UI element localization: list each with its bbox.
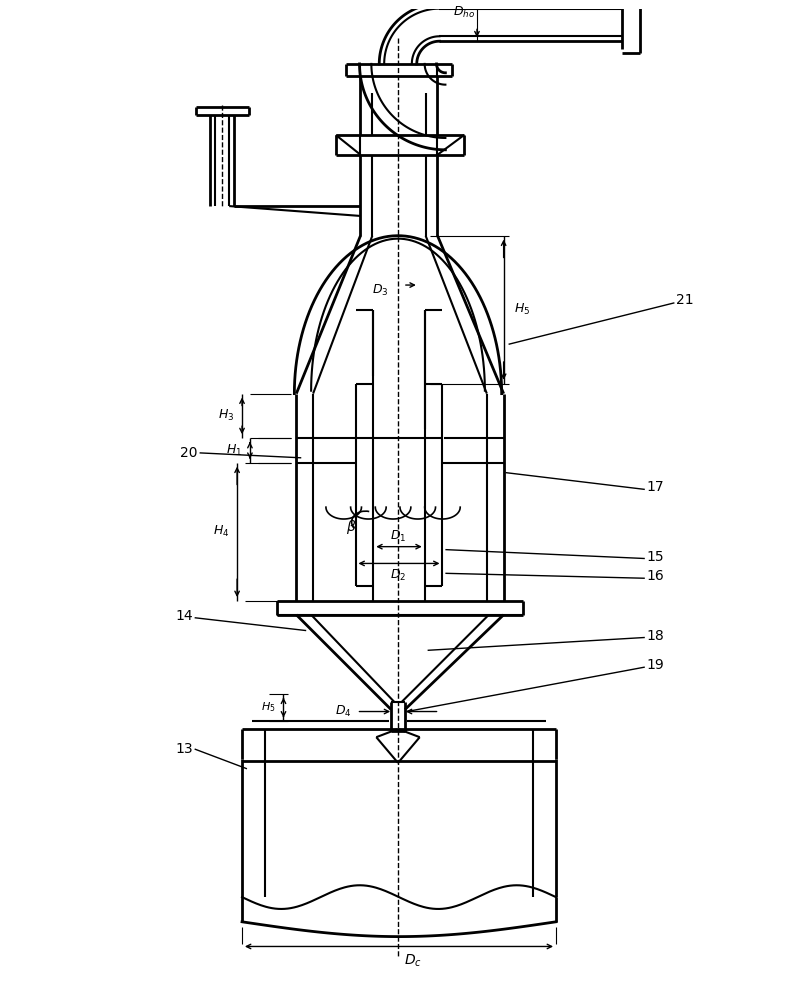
Text: $D_c$: $D_c$ [404, 953, 422, 969]
Text: 21: 21 [677, 293, 694, 307]
Text: $D_1$: $D_1$ [390, 529, 406, 544]
Text: $D_2$: $D_2$ [390, 568, 406, 583]
Text: 13: 13 [175, 742, 193, 756]
Text: 15: 15 [647, 550, 665, 564]
Text: $D_{ho}$: $D_{ho}$ [453, 5, 475, 20]
Text: 17: 17 [647, 480, 665, 494]
Text: $D_3$: $D_3$ [371, 282, 388, 298]
Text: $H_5$: $H_5$ [513, 302, 530, 317]
Text: 18: 18 [647, 629, 665, 643]
Text: $\beta$: $\beta$ [346, 518, 356, 536]
Text: $D_4$: $D_4$ [335, 704, 351, 719]
Text: $H_3$: $H_3$ [218, 408, 234, 423]
Text: 16: 16 [647, 569, 665, 583]
Text: $H_4$: $H_4$ [213, 524, 230, 539]
Text: $H_1$: $H_1$ [226, 443, 242, 458]
Text: $H_5$: $H_5$ [261, 701, 276, 714]
Text: 20: 20 [180, 446, 198, 460]
Text: 19: 19 [647, 658, 665, 672]
Text: 14: 14 [175, 609, 193, 623]
